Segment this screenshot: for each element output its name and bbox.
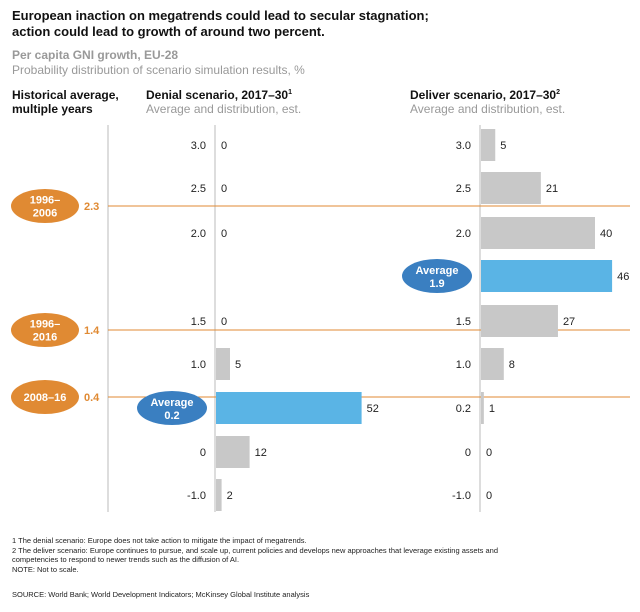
historical-badge xyxy=(11,189,79,223)
average-label: Average xyxy=(150,397,193,409)
historical-badge xyxy=(11,313,79,347)
bar xyxy=(216,479,222,511)
historical-badge xyxy=(11,380,79,414)
bar-value-label: 0 xyxy=(486,490,492,502)
category-label: 0 xyxy=(200,447,206,459)
footnote-2b: competencies to respond to newer trends … xyxy=(12,555,240,564)
category-label: 1.0 xyxy=(456,359,471,371)
historical-header: Historical average, multiple years xyxy=(12,88,119,116)
historical-period: 2008–16 xyxy=(24,392,67,404)
bar xyxy=(481,129,496,161)
bar xyxy=(481,392,484,424)
note-text: NOTE: Not to scale. xyxy=(12,565,79,574)
category-label: 2.0 xyxy=(191,228,206,240)
historical-value: 1.4 xyxy=(84,325,100,337)
historical-value: 2.3 xyxy=(84,201,99,213)
category-label: 1.5 xyxy=(191,316,206,328)
bar-value-label: 40 xyxy=(600,228,612,240)
average-label: 0.2 xyxy=(164,410,179,422)
highlight-bar xyxy=(216,392,362,424)
denial-header: Denial scenario, 2017–301 Average and di… xyxy=(146,88,302,116)
bar-value-label: 0 xyxy=(221,140,227,152)
bar-value-label: 27 xyxy=(563,316,575,328)
historical-value: 0.4 xyxy=(84,392,100,404)
average-badge xyxy=(402,259,472,293)
average-label: 1.9 xyxy=(429,278,444,290)
bar xyxy=(481,217,595,249)
historical-period: 2006 xyxy=(33,208,57,220)
bar-value-label: 0 xyxy=(486,447,492,459)
bar-value-label: 46 xyxy=(617,271,629,283)
bar-value-label: 8 xyxy=(509,359,515,371)
title-line-2: action could lead to growth of around tw… xyxy=(12,23,325,39)
bar-value-label: 21 xyxy=(546,183,558,195)
category-label: 0 xyxy=(465,447,471,459)
footnote-2a: 2 The deliver scenario: Europe continues… xyxy=(12,546,498,555)
historical-period: 1996– xyxy=(30,319,61,331)
title-line-1: European inaction on megatrends could le… xyxy=(12,8,429,23)
historical-period: 2016 xyxy=(33,332,57,344)
bar xyxy=(481,348,504,380)
source-text: SOURCE: World Bank; World Development In… xyxy=(12,590,310,599)
category-label: 3.0 xyxy=(456,140,471,152)
historical-period: 1996– xyxy=(30,195,61,207)
category-label: 2.5 xyxy=(456,183,471,195)
average-label: Average xyxy=(415,265,458,277)
bar-value-label: 2 xyxy=(227,490,233,502)
category-label: 2.5 xyxy=(191,183,206,195)
category-label: 1.0 xyxy=(191,359,206,371)
bar-value-label: 5 xyxy=(500,140,506,152)
chart-title: European inaction on megatrends could le… xyxy=(12,8,429,39)
category-label: 2.0 xyxy=(456,228,471,240)
footnote-1: 1 The denial scenario: Europe does not t… xyxy=(12,536,307,545)
chart-subtitle-2: Probability distribution of scenario sim… xyxy=(12,63,305,77)
average-badge xyxy=(137,391,207,425)
bar-value-label: 1 xyxy=(489,403,495,415)
category-label: 1.5 xyxy=(456,316,471,328)
category-label: -1.0 xyxy=(187,490,206,502)
bar xyxy=(216,436,250,468)
chart-subtitle: Per capita GNI growth, EU-28 xyxy=(12,48,179,62)
bar xyxy=(481,172,541,204)
bar-value-label: 0 xyxy=(221,183,227,195)
bar-value-label: 12 xyxy=(255,447,267,459)
bar-value-label: 5 xyxy=(235,359,241,371)
category-label: 3.0 xyxy=(191,140,206,152)
bar xyxy=(216,348,230,380)
deliver-header: Deliver scenario, 2017–302 Average and d… xyxy=(410,88,566,116)
category-label: 0.2 xyxy=(456,403,471,415)
bar-value-label: 0 xyxy=(221,316,227,328)
category-label: -1.0 xyxy=(452,490,471,502)
highlight-bar xyxy=(481,260,613,292)
bar-value-label: 52 xyxy=(367,403,379,415)
bar-value-label: 0 xyxy=(221,228,227,240)
bar xyxy=(481,305,558,337)
